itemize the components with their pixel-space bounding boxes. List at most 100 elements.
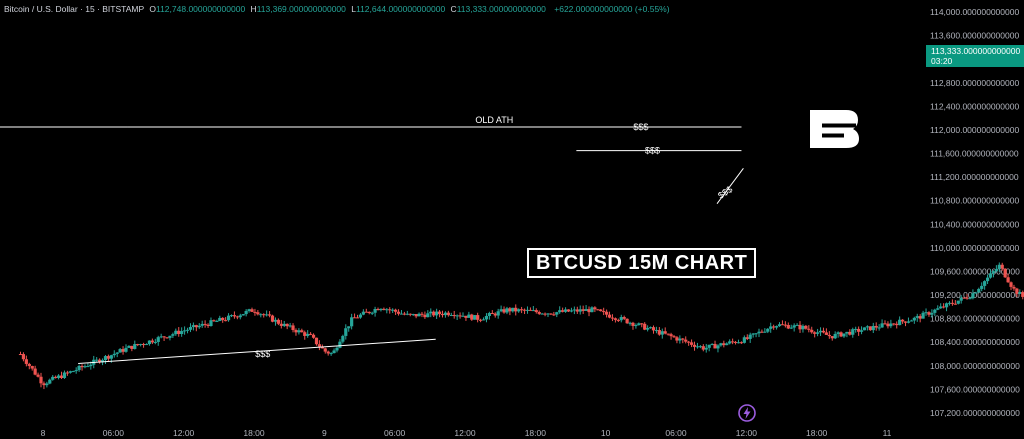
candle-body [795,324,799,326]
x-tick-label: 10 [601,428,611,438]
close-label: C [450,4,457,14]
symbol-name[interactable]: Bitcoin / U.S. Dollar · 15 · BITSTAMP [4,4,144,14]
candle-body [692,344,697,347]
candle-body [303,332,307,336]
candle-body [578,309,582,312]
candle-body [136,344,140,346]
candle-body [206,324,210,327]
candle-body [678,338,682,341]
candle-body [159,336,163,338]
candle-body [722,343,726,346]
candle-body [883,323,887,325]
candle-body [165,337,169,339]
candle-body [323,348,327,352]
candle-body [563,309,568,312]
candle-body [862,327,867,331]
candle-body [168,335,172,338]
candle-body [786,325,790,329]
candle-body [736,342,741,344]
y-tick-label: 113,600.000000000000 [930,31,1019,41]
bar-countdown: 03:20 [931,56,953,66]
annotation-line [716,167,744,204]
candle-body [414,314,418,317]
candle-body [540,313,544,315]
candle-body [988,273,993,278]
candle-body [900,319,905,322]
candle-body [965,297,969,299]
low-value: 112,644.000000000000 [355,4,446,14]
candle-body [379,308,383,311]
candle-body [1018,292,1022,294]
candle-body [942,306,946,308]
candle-body [511,307,515,312]
candle-body [27,363,31,367]
candle-body [405,313,409,315]
candle-body [689,342,694,345]
candle-body [596,309,600,311]
candle-body [502,309,506,313]
candle-body [426,313,430,318]
candle-body [399,313,404,315]
x-tick-label: 8 [41,428,46,438]
candle-body [65,372,69,374]
candle-body [177,330,181,335]
x-axis[interactable]: 8 06:00 12:00 18:00 9 06:00 12:00 18:00 10 06:00 1… [41,428,892,438]
candle-body [619,317,623,321]
candle-body [980,285,984,289]
candle-body [634,325,638,327]
candle-body [133,344,137,349]
candle-body [89,364,93,367]
candle-body [816,332,820,334]
candle-body [572,309,576,311]
candle-body [59,375,64,378]
candle-body [851,329,855,335]
candle-body [180,331,184,335]
symbol-header[interactable]: Bitcoin / U.S. Dollar · 15 · BITSTAMP O1… [4,4,670,14]
candle-body [525,309,530,311]
candle-body [763,331,767,333]
candle-body [789,327,793,329]
y-tick-label: 109,600.000000000000 [930,266,1020,276]
candle-body [810,329,814,333]
candle-body [382,308,386,310]
candle-body [150,340,154,343]
candle-body [244,310,248,315]
candle-body [798,324,802,330]
candle-body [520,309,524,311]
y-axis[interactable]: 114,000.000000000000 113,600.000000000000… [930,7,1020,418]
candle-body [432,311,436,316]
candle-body [484,315,489,320]
candle-body [68,371,72,373]
candle-body [643,323,647,330]
x-tick-label: 18:00 [243,428,265,438]
candle-body [30,366,34,369]
candle-body [171,334,175,336]
candle-body [467,314,471,318]
candle-body [476,315,480,320]
candle-body [953,303,957,305]
candles [18,262,1024,390]
candle-body [188,327,193,330]
candle-body [458,315,462,317]
candle-body [543,313,547,315]
candle-body [616,319,620,321]
candle-body [933,309,937,313]
candle-body [435,311,439,316]
candle-body [994,269,998,272]
candle-body [490,313,494,315]
candle-body [71,371,75,373]
candle-body [725,343,729,346]
candle-body [446,312,450,316]
candle-body [877,327,881,329]
candle-body [956,300,960,304]
candle-body [757,331,761,334]
candle-body [924,312,928,314]
candle-body [36,374,40,377]
candle-body [461,315,465,317]
lightning-icon[interactable] [737,403,757,428]
candle-body [118,349,122,353]
candle-body [754,333,758,335]
candle-body [350,317,354,327]
candle-body [24,359,28,364]
